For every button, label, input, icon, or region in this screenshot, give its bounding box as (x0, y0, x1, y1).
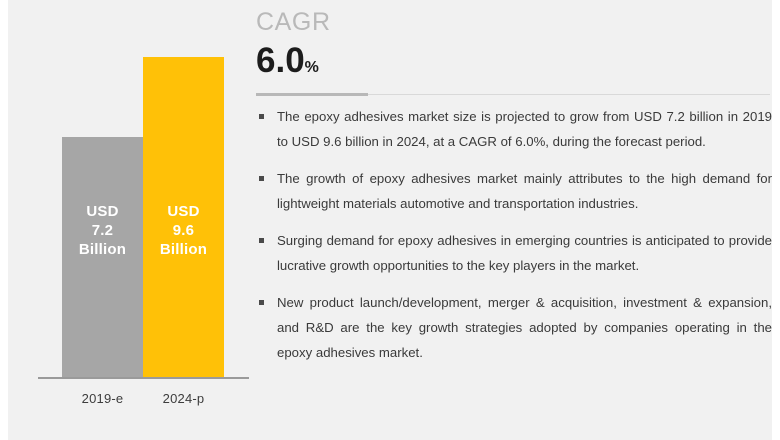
bar-2019-e-value: 7.2 (91, 222, 114, 239)
square-bullet-icon (259, 176, 264, 181)
bar-2019-e-label: USD 7.2 Billion (62, 202, 143, 259)
bullet-item-4: New product launch/development, merger &… (256, 290, 772, 365)
bar-2019-e-unit: USD (86, 203, 119, 220)
x-axis-line (38, 377, 249, 379)
square-bullet-icon (259, 114, 264, 119)
insights-panel: CAGR 6.0% The epoxy adhesives market siz… (248, 0, 780, 440)
bar-2019-e: USD 7.2 Billion (62, 137, 143, 377)
cagr-value-number: 6.0 (256, 41, 305, 80)
bullet-item-4-text: New product launch/development, merger &… (277, 295, 772, 360)
square-bullet-icon (259, 238, 264, 243)
x-axis-tick-2024-p: 2024-p (162, 391, 205, 406)
divider-accent-segment (256, 93, 368, 96)
bullet-item-3-text: Surging demand for epoxy adhesives in em… (277, 233, 772, 273)
cagr-percent-sign: % (304, 59, 319, 76)
cagr-value: 6.0% (256, 42, 319, 87)
bullet-item-2-text: The growth of epoxy adhesives market mai… (277, 171, 772, 211)
bullet-item-3: Surging demand for epoxy adhesives in em… (256, 228, 772, 278)
bullet-item-2: The growth of epoxy adhesives market mai… (256, 166, 772, 216)
bar-chart: USD 7.2 Billion USD 9.6 Billion 2019-e 2… (0, 0, 249, 440)
bullet-item-1-text: The epoxy adhesives market size is proje… (277, 109, 772, 149)
square-bullet-icon (259, 300, 264, 305)
bar-2024-p-scale: Billion (159, 241, 208, 258)
bar-2024-p: USD 9.6 Billion (143, 57, 224, 377)
bullet-list: The epoxy adhesives market size is proje… (256, 104, 772, 365)
bar-2024-p-label: USD 9.6 Billion (143, 202, 224, 259)
cagr-label: CAGR (256, 8, 331, 36)
divider-hairline-segment (368, 94, 770, 95)
bar-2024-p-unit: USD (167, 203, 200, 220)
bar-2024-p-value: 9.6 (172, 222, 195, 239)
x-axis-tick-2019-e: 2019-e (81, 391, 124, 406)
bullet-item-1: The epoxy adhesives market size is proje… (256, 104, 772, 154)
header-divider (256, 93, 770, 96)
bar-2019-e-scale: Billion (78, 241, 127, 258)
